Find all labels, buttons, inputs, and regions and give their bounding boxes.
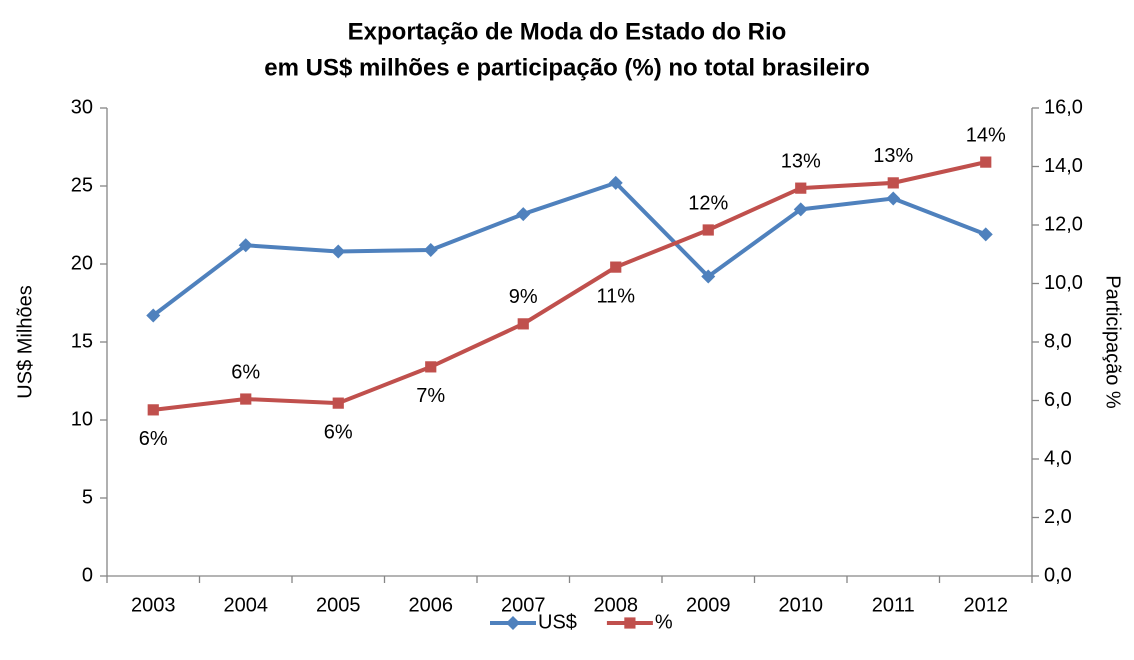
y-tick-label: 10 bbox=[71, 408, 93, 430]
y-tick-label: 30 bbox=[71, 96, 93, 118]
data-point bbox=[980, 156, 992, 168]
x-tick-label: 2006 bbox=[409, 594, 454, 616]
data-point bbox=[238, 238, 253, 253]
data-label: 12% bbox=[688, 192, 728, 214]
x-tick-label: 2011 bbox=[872, 594, 915, 616]
series-line bbox=[152, 180, 987, 318]
y-tick-label: 25 bbox=[71, 174, 93, 196]
y-tick-label: 15 bbox=[71, 330, 93, 352]
x-tick-label: 2012 bbox=[964, 594, 1009, 616]
data-point bbox=[610, 261, 622, 273]
data-point bbox=[702, 224, 714, 236]
data-label: 11% bbox=[596, 285, 635, 307]
y2-tick-label: 8,0 bbox=[1044, 330, 1072, 352]
chart-subtitle: em US$ milhões e participação (%) no tot… bbox=[264, 54, 870, 81]
data-point bbox=[425, 361, 437, 373]
data-point bbox=[887, 177, 899, 189]
legend-swatch-marker bbox=[506, 616, 520, 630]
data-point bbox=[701, 269, 716, 284]
y2-tick-label: 0,0 bbox=[1044, 564, 1072, 586]
y2-tick-label: 16,0 bbox=[1044, 96, 1083, 118]
data-point bbox=[886, 191, 901, 206]
data-label: 13% bbox=[781, 150, 821, 172]
x-tick-label: 2010 bbox=[779, 594, 824, 616]
data-label: 13% bbox=[873, 145, 913, 167]
data-label: 6% bbox=[231, 361, 260, 383]
data-label: 6% bbox=[324, 421, 353, 443]
data-point bbox=[795, 182, 807, 194]
x-tick-label: 2003 bbox=[131, 594, 176, 616]
data-point bbox=[332, 397, 344, 409]
y-tick-label: 20 bbox=[71, 252, 93, 274]
y-tick-label: 0 bbox=[82, 564, 93, 586]
y2-tick-label: 6,0 bbox=[1044, 389, 1072, 411]
data-point bbox=[423, 242, 438, 257]
legend-label: % bbox=[655, 611, 673, 633]
x-tick-label: 2008 bbox=[594, 594, 639, 616]
y2-tick-label: 12,0 bbox=[1044, 213, 1083, 235]
data-point bbox=[146, 308, 161, 323]
x-tick-label: 2007 bbox=[501, 594, 546, 616]
data-label: 14% bbox=[966, 124, 1006, 146]
y2-tick-label: 4,0 bbox=[1044, 447, 1072, 469]
series-line bbox=[153, 160, 987, 412]
data-point bbox=[147, 404, 159, 416]
data-point bbox=[516, 207, 531, 222]
y-tick-label: 5 bbox=[82, 486, 93, 508]
y2-axis-label: Participação % bbox=[1102, 275, 1124, 409]
data-label: 7% bbox=[416, 385, 445, 407]
y-axis-label: US$ Milhões bbox=[14, 285, 36, 398]
data-point bbox=[331, 244, 346, 259]
data-point bbox=[240, 393, 252, 405]
data-point bbox=[517, 318, 529, 330]
data-point bbox=[608, 175, 623, 190]
x-tick-label: 2004 bbox=[224, 594, 269, 616]
data-label: 6% bbox=[139, 428, 168, 450]
legend-swatch-marker bbox=[624, 617, 636, 629]
legend-label: US$ bbox=[538, 611, 577, 633]
y2-tick-label: 2,0 bbox=[1044, 506, 1072, 528]
chart-title: Exportação de Moda do Estado do Rio bbox=[348, 18, 787, 45]
x-tick-label: 2005 bbox=[316, 594, 361, 616]
y2-tick-label: 10,0 bbox=[1044, 272, 1083, 294]
data-point bbox=[793, 202, 808, 217]
x-tick-label: 2009 bbox=[686, 594, 731, 616]
data-point bbox=[978, 227, 993, 242]
data-label: 9% bbox=[509, 286, 538, 308]
y2-tick-label: 14,0 bbox=[1044, 155, 1083, 177]
